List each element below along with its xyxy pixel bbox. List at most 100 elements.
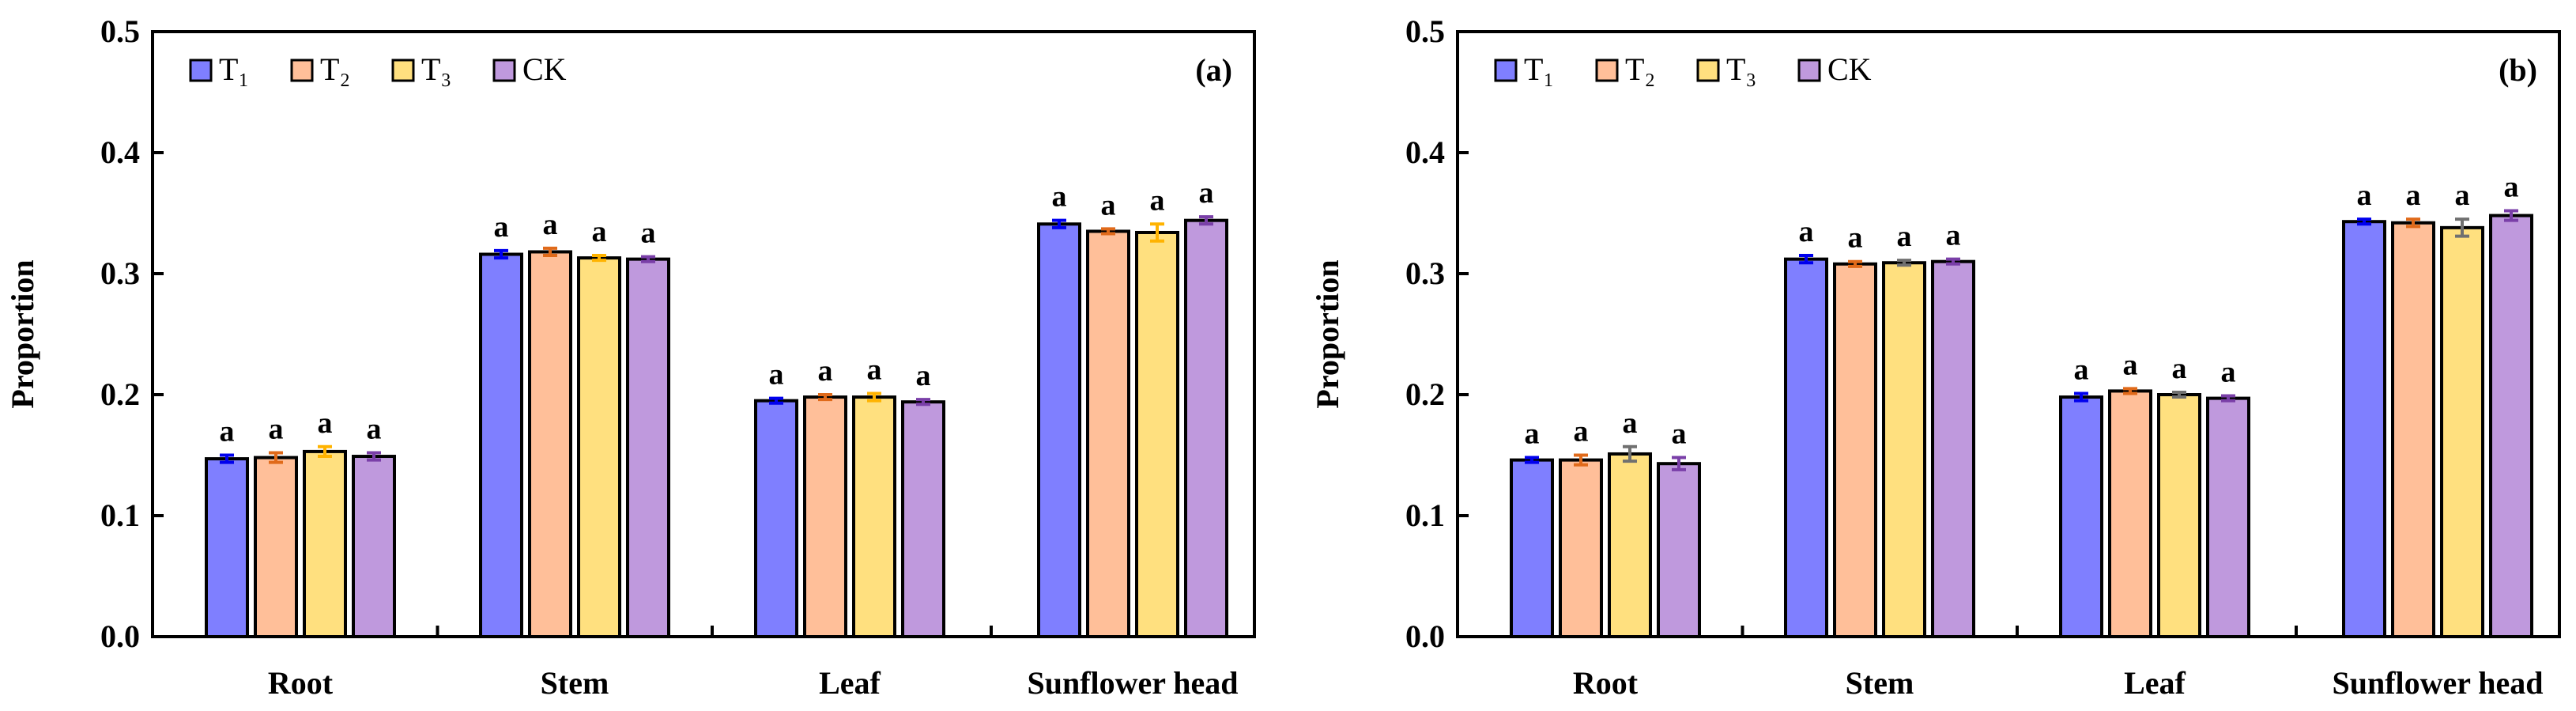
significance-label: a [916,359,931,392]
significance-label: a [1848,221,1863,255]
significance-label: a [1799,215,1814,248]
significance-label: a [769,358,784,391]
legend-swatch [492,59,516,82]
bar [2157,393,2201,638]
bar [254,456,298,638]
legend-label: T₁ [1524,51,1554,87]
x-category-label: Leaf [819,665,881,701]
significance-label: a [1574,415,1589,448]
x-category-label: Stem [541,665,609,701]
significance-label: a [592,215,607,248]
legend-label: T₃ [421,51,451,87]
y-axis-title: Proportion [5,259,40,408]
y-tick-label: 0.0 [1405,618,1445,654]
significance-label: a [2406,179,2421,212]
significance-label: a [1897,220,1912,253]
significance-label: a [367,412,382,445]
panel-b: 0.0 0.1 0.2 0.3 0.4 0.5 Proportion Root Stem Leaf… [1310,13,2561,701]
significance-label: a [2074,353,2089,386]
y-tick-label: 0.4 [100,134,140,170]
bar [803,395,847,638]
y-tick-label: 0.1 [1405,497,1445,533]
significance-label: a [1525,418,1540,451]
legend-swatch [1696,59,1720,82]
bar [479,252,523,638]
bar [1037,222,1081,638]
x-category-label: Leaf [2124,665,2186,701]
bar [1086,229,1130,638]
bar [528,250,572,638]
y-tick-label: 0.5 [1405,13,1445,49]
plot-frame [151,30,1256,638]
y-tick-label: 0.5 [100,13,140,49]
significance-label: a [220,415,235,448]
bar [1833,262,1877,638]
panel-a: 0.0 0.1 0.2 0.3 0.4 0.5 Proportion Root Stem Leaf… [5,13,1256,701]
significance-label: a [1199,176,1214,210]
legend-swatch [391,59,415,82]
x-category-label: Root [268,665,334,701]
bar [1608,452,1652,638]
legend-label: T₂ [1625,51,1655,87]
bar [1135,230,1179,638]
bar [1184,218,1228,638]
significance-label: a [641,217,656,250]
bar [1559,458,1603,638]
legend-label: T₁ [219,51,249,87]
bar [303,449,347,638]
y-tick-label: 0.2 [100,376,140,412]
legend-label: CK [522,51,567,87]
legend-swatch [1797,59,1821,82]
bar [1882,261,1926,638]
y-tick-label: 0.3 [1405,255,1445,291]
significance-label: a [494,210,509,244]
bar [352,455,396,639]
bar [1784,257,1828,638]
significance-label: a [1672,418,1687,451]
significance-label: a [1946,219,1961,252]
significance-label: a [318,407,333,440]
significance-label: a [867,353,882,386]
y-axis-title: Proportion [1310,259,1345,408]
bar [852,395,896,638]
bar [2108,389,2152,638]
panel-label: (a) [1195,52,1232,88]
bar [901,400,945,638]
bar [577,256,621,638]
x-category-label: Stem [1846,665,1914,701]
panel-label: (b) [2499,52,2537,88]
legend-swatch [1494,59,1518,82]
bar [2489,214,2533,638]
significance-label: a [1623,407,1638,440]
legend-label: T₃ [1726,51,1756,87]
significance-label: a [2172,352,2187,385]
legend-label: CK [1827,51,1872,87]
significance-label: a [1101,188,1116,221]
legend-label: T₂ [320,51,350,87]
y-tick-label: 0.4 [1405,134,1445,170]
y-tick-label: 0.0 [100,618,140,654]
significance-label: a [2221,356,2236,389]
y-tick-label: 0.2 [1405,376,1445,412]
significance-label: a [1052,180,1067,214]
bar [2059,395,2103,638]
bar [1510,458,1554,638]
x-category-label: Sunflower head [1027,665,1238,701]
bar [2342,220,2386,638]
legend-swatch [290,59,314,82]
significance-label: a [2357,179,2372,212]
significance-label: a [818,354,833,388]
y-tick-label: 0.3 [100,255,140,291]
bar [2206,396,2250,638]
bar [2440,225,2484,638]
plot-frame [1456,30,2561,638]
significance-label: a [2123,348,2138,381]
y-tick-label: 0.1 [100,497,140,533]
legend-swatch [1595,59,1619,82]
x-category-label: Root [1573,665,1639,701]
significance-label: a [543,208,558,241]
legend-swatch [189,59,213,82]
bar [1657,462,1701,639]
bar [1931,259,1975,638]
